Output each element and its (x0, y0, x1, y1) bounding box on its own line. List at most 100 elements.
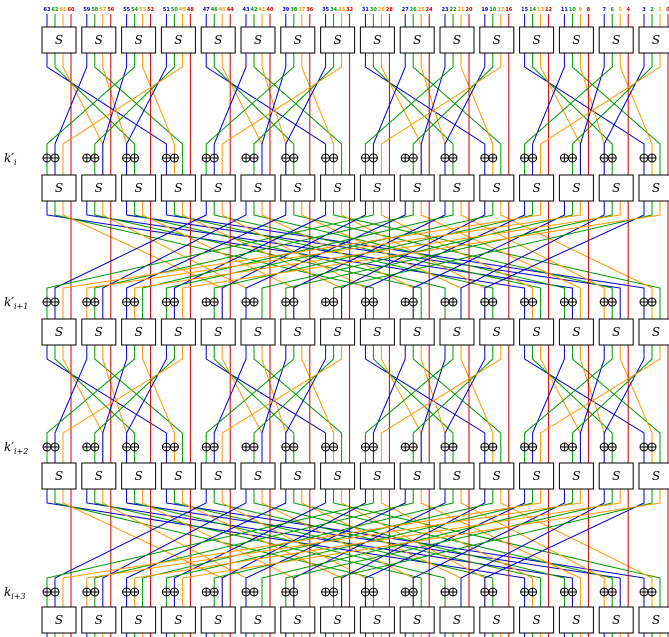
permutation-wire (173, 489, 327, 607)
sbox: S (81, 318, 117, 346)
xor-gate (289, 297, 299, 307)
sbox-label: S (95, 613, 103, 627)
xor-gate (528, 297, 538, 307)
bit-label: 49 (179, 7, 186, 13)
xor-gate (520, 587, 530, 597)
xor-gate (559, 297, 569, 307)
bit-label: 12 (545, 7, 552, 13)
sbox-layer: S S S S S S S S S S S S S S S S S S S S S S S S S S S S S S S S S S S S S S S S… (41, 26, 669, 634)
sbox: S (479, 606, 515, 634)
xor-gate (440, 153, 450, 163)
sbox: S (121, 174, 157, 202)
sbox-label: S (493, 325, 501, 339)
sbox-label: S (373, 613, 381, 627)
xor-gate (321, 153, 331, 163)
xor-gate (249, 587, 259, 597)
xor-gate (400, 587, 410, 597)
sbox: S (598, 318, 634, 346)
bit-label: 61 (60, 7, 67, 13)
xor-gate (607, 153, 617, 163)
bit-label: 11 (561, 7, 568, 13)
sbox-label: S (55, 181, 63, 195)
bit-label: 9 (579, 7, 583, 13)
sbox-label: S (532, 325, 540, 339)
permutation-wire (261, 53, 287, 175)
bit-label: 48 (187, 7, 194, 13)
xor-gate (82, 153, 92, 163)
bit-label: 10 (569, 7, 576, 13)
xor-gate (528, 587, 538, 597)
permutation-wire (94, 489, 422, 607)
bit-label: 17 (497, 7, 504, 13)
sbox: S (519, 462, 555, 490)
sbox-label: S (294, 181, 302, 195)
xor-gate (321, 297, 331, 307)
sbox-label: S (493, 469, 501, 483)
permutation-wire (62, 345, 183, 463)
permutation-wire (102, 345, 128, 463)
sbox: S (280, 606, 316, 634)
xor-gate (408, 297, 418, 307)
sbox: S (519, 318, 555, 346)
xor-gate (249, 297, 259, 307)
sbox: S (320, 462, 356, 490)
bit-label: 13 (537, 7, 544, 13)
permutation-wire (333, 201, 661, 319)
xor-gate (42, 153, 52, 163)
sbox-label: S (652, 469, 660, 483)
permutation-wire (420, 489, 581, 607)
sbox-label: S (174, 325, 182, 339)
sbox: S (439, 26, 475, 54)
permutation-wire (94, 53, 183, 175)
permutation-wire (412, 53, 502, 175)
sbox: S (240, 26, 276, 54)
sbox-label: S (572, 181, 580, 195)
xor-gate (647, 587, 657, 597)
permutation-wire (333, 489, 661, 607)
xor-gate (241, 587, 251, 597)
bit-label: 36 (306, 7, 313, 13)
bit-label: 53 (139, 7, 146, 13)
sbox: S (479, 318, 515, 346)
permutation-wire (412, 345, 502, 463)
permutation-wire (102, 201, 247, 319)
permutation-wire (221, 345, 343, 463)
sbox: S (41, 174, 77, 202)
permutation-wire (341, 201, 486, 319)
sbox: S (240, 318, 276, 346)
xor-gate (599, 153, 609, 163)
sbox: S (439, 318, 475, 346)
sbox: S (638, 26, 669, 54)
bit-label: 32 (346, 7, 353, 13)
xor-gate (647, 153, 657, 163)
sbox-label: S (333, 33, 341, 47)
xor-gate (528, 442, 538, 452)
sbox-label: S (294, 613, 302, 627)
bit-label: 45 (219, 7, 226, 13)
sbox-label: S (294, 325, 302, 339)
permutation-wire (460, 201, 605, 319)
xor-gate (201, 297, 211, 307)
sbox: S (200, 606, 236, 634)
sbox: S (598, 26, 634, 54)
permutation-wire (261, 201, 573, 319)
sbox-label: S (254, 469, 262, 483)
xor-gate (607, 442, 617, 452)
permutation-wire (94, 345, 183, 463)
bit-label: 46 (211, 7, 218, 13)
xor-gate (599, 442, 609, 452)
sbox-label: S (493, 181, 501, 195)
bit-label: 54 (131, 7, 138, 13)
sbox-label: S (373, 325, 381, 339)
xor-gate (440, 587, 450, 597)
xor-gate (480, 297, 490, 307)
sbox: S (320, 606, 356, 634)
sbox: S (638, 174, 669, 202)
xor-gate (360, 587, 370, 597)
sbox: S (280, 26, 316, 54)
sbox-label: S (373, 469, 381, 483)
xor-gate (520, 442, 530, 452)
sbox: S (479, 462, 515, 490)
round-key-label: k′i+1 (4, 295, 28, 311)
permutation-wire (571, 345, 661, 463)
